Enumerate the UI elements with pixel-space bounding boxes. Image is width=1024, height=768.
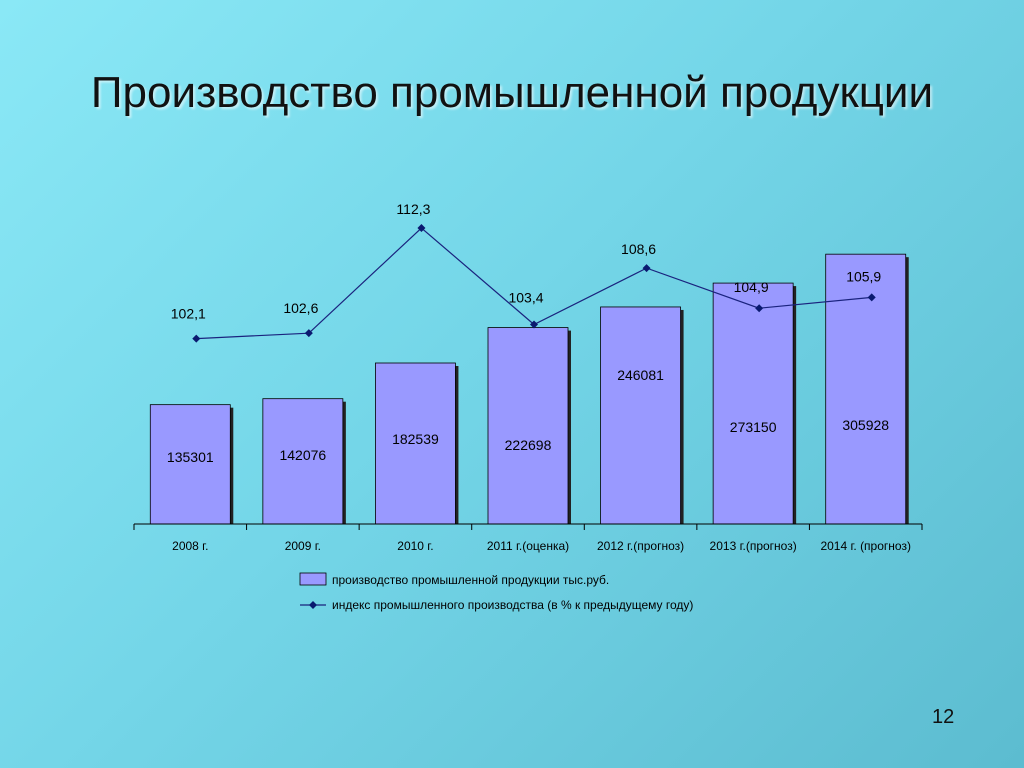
line-value-label: 104,9 <box>734 279 769 295</box>
bar-value-label: 135301 <box>167 449 214 465</box>
line-value-label: 108,6 <box>621 241 656 257</box>
x-axis: 2008 г. 2009 г. 2010 г. 2011 г.(оценка) 2012… <box>133 523 923 553</box>
page-number: 12 <box>932 706 955 728</box>
bar-value-label: 305928 <box>842 417 889 433</box>
x-tick-label: 2012 г.(прогноз) <box>597 539 684 553</box>
bar <box>487 327 569 525</box>
x-tick-label: 2013 г.(прогноз) <box>710 539 797 553</box>
legend-line-marker <box>309 601 317 609</box>
bar <box>825 253 907 525</box>
line-value-label: 103,4 <box>508 289 543 305</box>
bar <box>712 282 794 525</box>
bar <box>375 362 456 525</box>
x-tick-label: 2009 г. <box>285 539 321 553</box>
bar-value-label: 273150 <box>730 419 777 435</box>
line-value-label: 105,9 <box>846 268 881 284</box>
line-value-label: 112,3 <box>396 201 430 217</box>
x-tick-label: 2010 г. <box>397 539 433 553</box>
line-value-label: 102,6 <box>283 300 318 316</box>
labels-layer: 135301 142076 182539 222698 246081 273150 3059… <box>167 201 889 465</box>
index-marker <box>192 334 201 343</box>
index-marker <box>530 320 538 329</box>
slide-title: Производство промышленной продукции <box>90 68 934 117</box>
legend: производство промышленной продукции тыс.… <box>299 572 693 612</box>
x-tick-label: 2011 г.(оценка) <box>487 539 569 553</box>
legend-bar-label: производство промышленной продукции тыс.… <box>332 573 609 587</box>
index-marker <box>417 224 426 232</box>
line-layer <box>192 224 876 343</box>
line-value-label: 102,1 <box>171 306 206 322</box>
legend-line-label: индекс промышленного производства (в % к… <box>332 598 693 612</box>
index-marker <box>304 329 313 338</box>
index-marker <box>867 293 876 302</box>
bars-layer <box>149 253 909 525</box>
bar-value-label: 222698 <box>505 437 552 453</box>
index-marker <box>642 264 651 273</box>
legend-bar-swatch <box>299 572 327 586</box>
x-tick-label: 2014 г. (прогноз) <box>820 539 911 553</box>
bar-value-label: 182539 <box>392 431 439 447</box>
bar-value-label: 142076 <box>279 447 326 463</box>
bar <box>600 306 681 525</box>
x-tick-label: 2008 г. <box>172 539 208 553</box>
bar-value-label: 246081 <box>617 367 664 383</box>
index-marker <box>755 304 764 313</box>
